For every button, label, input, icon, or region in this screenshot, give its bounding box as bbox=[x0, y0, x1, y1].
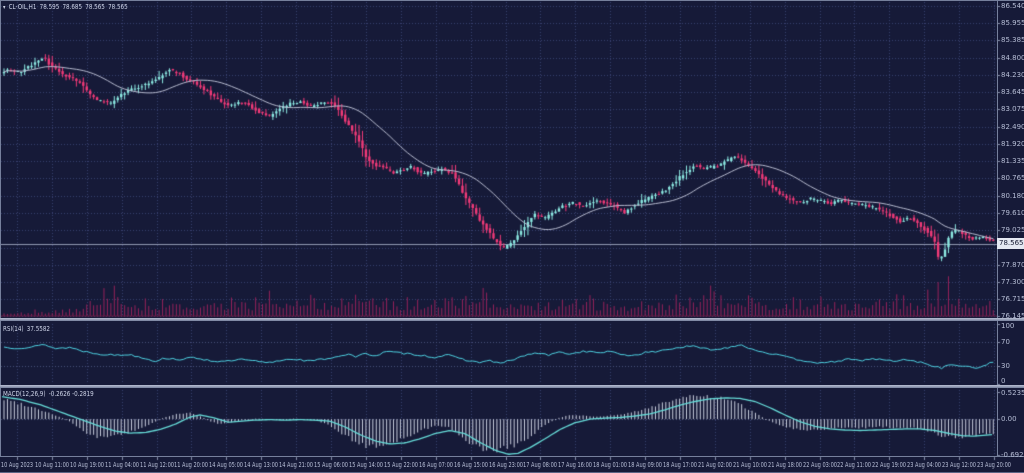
rsi-name: RSI(14) bbox=[3, 325, 24, 333]
chart-title-bar: ▾ CL-OIL,H1 78.595 78.685 78.565 78.565 bbox=[3, 3, 131, 12]
time-axis-label: 11 Aug 20:00 bbox=[174, 461, 209, 469]
price-axis-label: 81.920 bbox=[1001, 139, 1024, 148]
time-axis-border bbox=[0, 456, 1024, 457]
time-axis-label: 18 Aug 01:00 bbox=[593, 461, 628, 469]
price-axis-label: 80.180 bbox=[1001, 191, 1024, 200]
rsi-value: 37.5582 bbox=[26, 325, 50, 333]
time-axis-label: 16 Aug 23:00 bbox=[488, 461, 523, 469]
ohlc-high: 78.685 bbox=[62, 3, 83, 11]
price-axis-label: 84.800 bbox=[1001, 53, 1024, 62]
time-axis-label: 22 Aug 11:00 bbox=[837, 461, 872, 469]
time-axis-label: 22 Aug 03:00 bbox=[802, 461, 837, 469]
time-axis-label: 18 Aug 17:00 bbox=[662, 461, 697, 469]
price-axis-label: 85.385 bbox=[1001, 36, 1024, 45]
price-axis-label: 80.765 bbox=[1001, 174, 1024, 183]
rsi-indicator-label: RSI(14) 37.5582 bbox=[3, 325, 53, 334]
time-axis-label: 18 Aug 09:00 bbox=[628, 461, 663, 469]
price-axis-label: 83.645 bbox=[1001, 88, 1024, 97]
time-axis-label: 14 Aug 13:00 bbox=[244, 461, 279, 469]
time-axis-label: 10 Aug 19:00 bbox=[69, 461, 104, 469]
ohlc-close: 78.565 bbox=[108, 3, 128, 11]
current-price-tag: 78.565 bbox=[997, 238, 1024, 250]
price-axis-label: 76.715 bbox=[1001, 295, 1024, 303]
time-axis-label: 21 Aug 10:00 bbox=[732, 461, 767, 469]
price-axis-label: 76.145 bbox=[1001, 312, 1024, 320]
price-axis-label: 79.025 bbox=[1001, 226, 1024, 235]
time-axis-label: 10 Aug 2023 bbox=[0, 461, 34, 469]
price-axis-label: 79.610 bbox=[1001, 208, 1024, 217]
ohlc-open: 78.595 bbox=[39, 3, 60, 11]
time-axis-label: 23 Aug 04:00 bbox=[907, 461, 942, 469]
collapse-arrow-icon[interactable]: ▾ bbox=[3, 4, 6, 11]
price-axis-label: 81.335 bbox=[1001, 157, 1024, 166]
macd-scale-label: 0.5235 bbox=[1001, 389, 1024, 397]
price-axis-label: 77.300 bbox=[1001, 277, 1024, 286]
time-axis-label: 15 Aug 22:00 bbox=[383, 461, 418, 469]
price-axis-label: 77.870 bbox=[1001, 260, 1024, 269]
time-axis-label: 17 Aug 08:00 bbox=[523, 461, 558, 469]
time-axis-label: 10 Aug 11:00 bbox=[34, 461, 69, 469]
time-axis-label: 17 Aug 16:00 bbox=[558, 461, 593, 469]
time-axis-label: 21 Aug 02:00 bbox=[697, 461, 732, 469]
time-axis-label: 11 Aug 04:00 bbox=[104, 461, 139, 469]
time-axis-label: 16 Aug 15:00 bbox=[453, 461, 488, 469]
price-axis-border bbox=[997, 0, 998, 457]
rsi-scale-label: 100 bbox=[1001, 322, 1015, 330]
pane-separator-macd[interactable] bbox=[0, 385, 1024, 388]
time-axis[interactable]: 10 Aug 2023 10 Aug 11:00 10 Aug 19:00 11 Au… bbox=[0, 457, 1024, 473]
macd-indicator-label: MACD(12,26,9) -0.2626 -0.2819 bbox=[3, 390, 97, 399]
rsi-scale-label: 30 bbox=[1001, 362, 1010, 370]
window-top-border bbox=[0, 0, 1024, 1]
symbol-timeframe-label: CL-OIL,H1 bbox=[8, 3, 37, 11]
macd-scale-label: 0.00 bbox=[1001, 415, 1017, 424]
time-axis-label: 11 Aug 12:00 bbox=[139, 461, 174, 469]
price-axis-label: 82.490 bbox=[1001, 122, 1024, 131]
time-axis-label: 23 Aug 20:00 bbox=[977, 461, 1011, 469]
macd-values: -0.2626 -0.2819 bbox=[48, 390, 94, 398]
macd-name: MACD(12,26,9) bbox=[3, 390, 46, 398]
rsi-scale-label: 70 bbox=[1001, 338, 1010, 346]
rsi-scale-label: 0 bbox=[1001, 377, 1006, 385]
time-axis-label: 22 Aug 19:00 bbox=[872, 461, 907, 469]
price-axis-label: 85.955 bbox=[1001, 19, 1024, 28]
time-axis-label: 15 Aug 14:00 bbox=[348, 461, 383, 469]
time-axis-label: 21 Aug 18:00 bbox=[767, 461, 802, 469]
price-axis-label: 86.540 bbox=[1001, 2, 1024, 10]
price-axis[interactable]: 86.540 85.955 85.385 84.800 84.230 83.645 83.0… bbox=[997, 0, 1024, 459]
time-axis-label: 14 Aug 21:00 bbox=[279, 461, 314, 469]
macd-scale-label: -0.6928 bbox=[1001, 451, 1024, 459]
time-axis-label: 14 Aug 05:00 bbox=[209, 461, 244, 469]
time-axis-label: 23 Aug 12:00 bbox=[942, 461, 977, 469]
pane-separator-rsi[interactable] bbox=[0, 318, 1024, 321]
window-left-border bbox=[0, 0, 1, 457]
time-axis-label: 16 Aug 07:00 bbox=[418, 461, 453, 469]
ohlc-low: 78.565 bbox=[85, 3, 105, 11]
price-axis-label: 84.230 bbox=[1001, 70, 1024, 79]
time-axis-label: 15 Aug 06:00 bbox=[314, 461, 349, 469]
price-axis-label: 83.075 bbox=[1001, 105, 1024, 114]
